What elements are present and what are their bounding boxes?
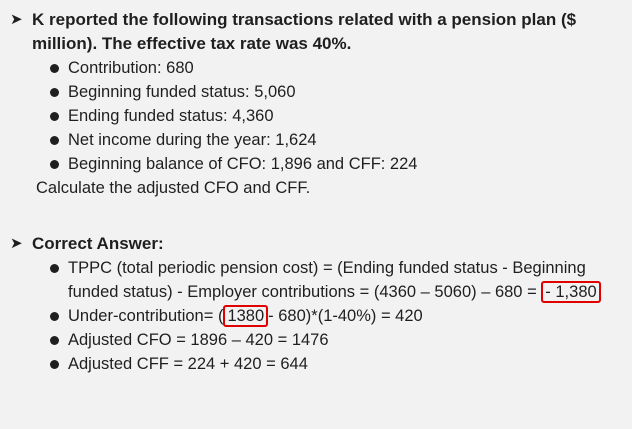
bullet-dot-icon — [50, 360, 59, 369]
adjusted-cff: Adjusted CFF = 224 + 420 = 644 — [68, 355, 308, 373]
bullet-dot-icon — [50, 264, 59, 273]
tppc-highlight-value: - 1,380 — [541, 281, 601, 303]
arrow-bullet-icon: ➤ — [10, 11, 23, 28]
tppc-text: TPPC (total periodic pension cost) = (En… — [68, 259, 586, 301]
question-section: ➤ K reported the following transactions … — [10, 8, 622, 200]
bullet-dot-icon — [50, 312, 59, 321]
answer-heading-row: ➤ Correct Answer: — [10, 232, 622, 256]
list-item: Beginning balance of CFO: 1,896 and CFF:… — [46, 152, 622, 176]
under-suffix: - 680)*(1-40%) = 420 — [268, 307, 423, 325]
list-item: Net income during the year: 1,624 — [46, 128, 622, 152]
under-prefix: Under-contribution= ( — [68, 307, 224, 325]
question-heading-row: ➤ K reported the following transactions … — [10, 8, 622, 56]
bullet-dot-icon — [50, 64, 59, 73]
question-heading: K reported the following transactions re… — [32, 10, 577, 53]
bullet-dot-icon — [50, 136, 59, 145]
arrow-bullet-icon: ➤ — [10, 235, 23, 252]
bullet-dot-icon — [50, 112, 59, 121]
given-data-list: Contribution: 680 Beginning funded statu… — [10, 56, 622, 176]
list-item: Beginning funded status: 5,060 — [46, 80, 622, 104]
list-item: Ending funded status: 4,360 — [46, 104, 622, 128]
list-item: Under-contribution= (1380- 680)*(1-40%) … — [46, 304, 622, 328]
list-item: Contribution: 680 — [46, 56, 622, 80]
answer-section: ➤ Correct Answer: TPPC (total periodic p… — [10, 232, 622, 376]
list-item: Adjusted CFF = 224 + 420 = 644 — [46, 352, 622, 376]
under-highlight-value: 1380 — [223, 305, 269, 327]
bullet-dot-icon — [50, 160, 59, 169]
question-prompt: Calculate the adjusted CFO and CFF. — [36, 179, 311, 197]
list-item: Adjusted CFO = 1896 – 420 = 1476 — [46, 328, 622, 352]
bullet-dot-icon — [50, 336, 59, 345]
bullet-dot-icon — [50, 88, 59, 97]
list-item: TPPC (total periodic pension cost) = (En… — [46, 256, 622, 304]
adjusted-cfo: Adjusted CFO = 1896 – 420 = 1476 — [68, 331, 329, 349]
answer-list: TPPC (total periodic pension cost) = (En… — [10, 256, 622, 376]
answer-heading: Correct Answer: — [32, 234, 164, 253]
